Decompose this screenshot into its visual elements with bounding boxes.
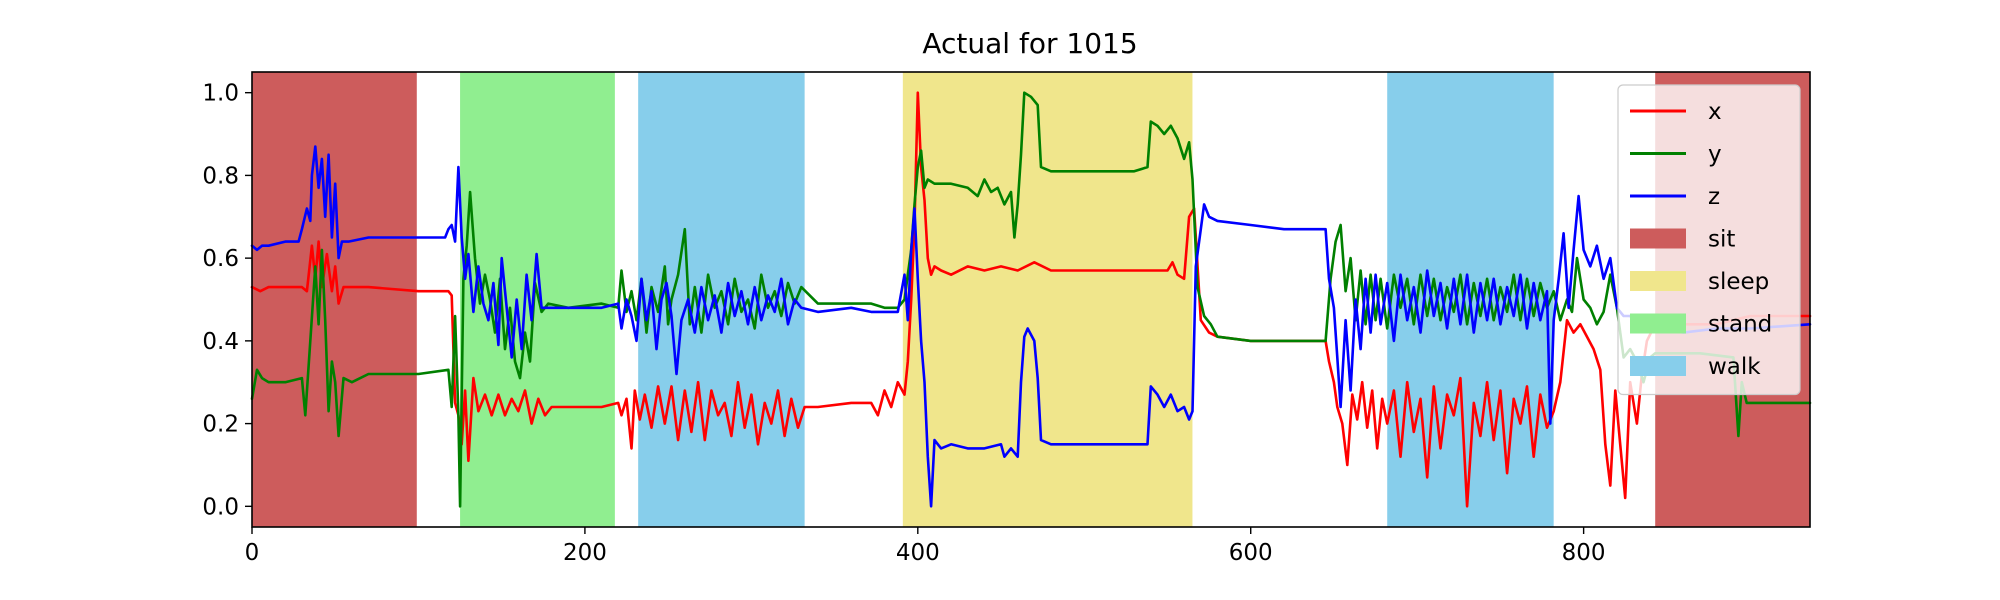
- legend-swatch-stand: [1630, 313, 1686, 334]
- legend-label-stand: stand: [1708, 312, 1772, 338]
- y-tick-label: 0.8: [202, 163, 239, 189]
- y-axis: 0.0 0.2 0.4 0.6 0.8 1.0: [202, 81, 252, 520]
- span-sleep: [902, 72, 1193, 527]
- x-tick-label: 800: [1562, 540, 1606, 566]
- y-tick-label: 0.6: [202, 246, 239, 272]
- y-tick-label: 0.4: [202, 329, 239, 355]
- plot-frame: [251, 71, 1811, 528]
- series-line-y: [250, 91, 1812, 508]
- legend-label-sleep: sleep: [1708, 269, 1769, 295]
- y-tick-label: 0.2: [202, 412, 239, 438]
- x-tick-label: 600: [1229, 540, 1273, 566]
- series-line-z: [250, 145, 1812, 508]
- x-tick-label: 0: [245, 540, 260, 566]
- legend-label-z: z: [1708, 184, 1720, 210]
- x-tick-label: 400: [896, 540, 940, 566]
- x-axis: 0 200 400 600 800: [245, 527, 1606, 566]
- legend-label-walk: walk: [1708, 354, 1761, 380]
- legend-label-y: y: [1708, 142, 1722, 168]
- activity-spans: [252, 72, 1810, 527]
- legend-swatch-sleep: [1630, 271, 1686, 291]
- legend-swatch-sit: [1630, 228, 1686, 249]
- span-walk: [638, 72, 805, 527]
- span-sit: [252, 72, 417, 527]
- y-tick-label: 0.0: [202, 494, 239, 520]
- legend-label-sit: sit: [1708, 227, 1735, 253]
- chart-title: Actual for 1015: [922, 27, 1137, 60]
- y-tick-label: 1.0: [202, 81, 239, 107]
- legend: xyz sit sleep stand walk: [1617, 84, 1801, 396]
- series-lines: [250, 91, 1812, 508]
- legend-swatch-walk: [1630, 356, 1686, 376]
- series-line-x: [250, 91, 1812, 508]
- legend-label-x: x: [1708, 99, 1722, 125]
- x-tick-label: 200: [563, 540, 607, 566]
